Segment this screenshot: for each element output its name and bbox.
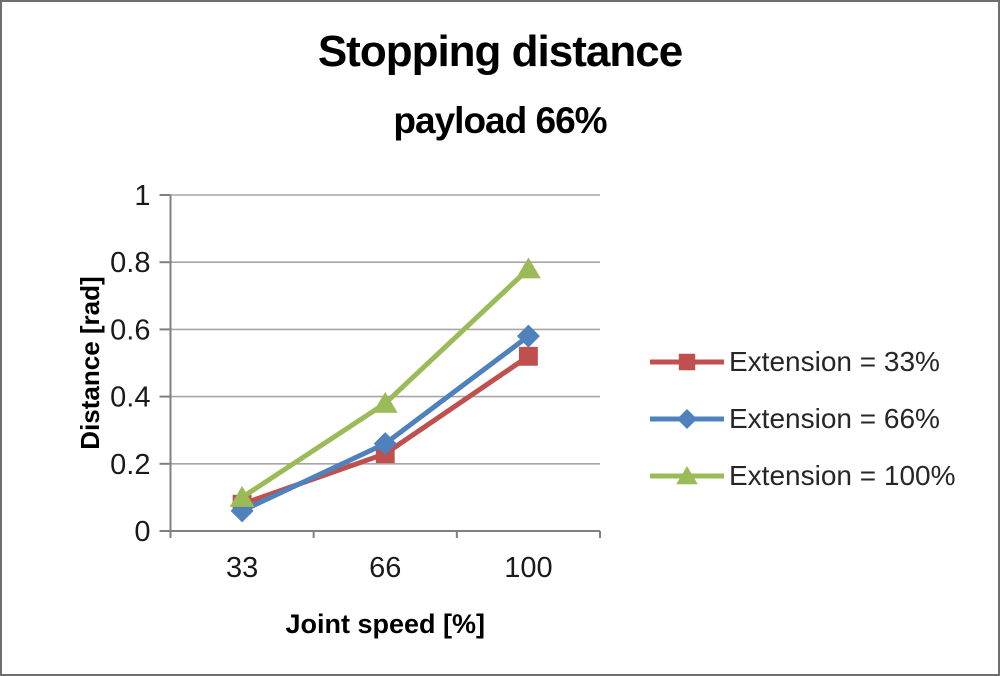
series-line (241, 354, 530, 507)
triangle-marker (372, 391, 398, 413)
triangle-marker (676, 465, 698, 484)
x-tick-label: 100 (504, 552, 552, 584)
legend-triangle-swatch (650, 465, 724, 484)
y-tick-label: 0.2 (110, 449, 150, 481)
y-tick-label: 0 (134, 516, 150, 548)
chart-title: Stopping distance (317, 27, 683, 76)
legend: Extension = 33% Extension = 66% Extension … (650, 346, 956, 491)
series-line (241, 334, 530, 514)
legend-square-swatch (650, 353, 724, 370)
diamond-marker (677, 408, 697, 429)
y-tick-label: 0.6 (110, 314, 150, 346)
legend-item: Extension = 66% (650, 403, 956, 434)
legend-diamond-swatch (650, 408, 724, 429)
triangle-marker (229, 485, 255, 507)
triangle-marker (515, 257, 541, 279)
y-tick-label: 0.8 (110, 247, 150, 279)
x-axis-title: Joint speed [%] (285, 609, 485, 639)
legend-label: Extension = 33% (729, 345, 940, 377)
diamond-marker (516, 324, 540, 348)
legend-label: Extension = 100% (729, 459, 956, 491)
square-marker (518, 346, 538, 366)
y-axis-title: Distance [rad] (75, 276, 105, 449)
x-tick-label: 33 (226, 552, 258, 584)
legend-item: Extension = 100% (650, 460, 956, 491)
y-tick-label: 0.4 (110, 382, 150, 414)
chart-subtitle: payload 66% (393, 100, 607, 141)
diamond-marker (373, 432, 397, 456)
x-tick-label: 66 (369, 552, 401, 584)
legend-label: Extension = 66% (729, 402, 940, 434)
square-marker (678, 353, 696, 370)
y-tick-label: 1 (134, 180, 150, 212)
legend-item: Extension = 33% (650, 346, 956, 377)
